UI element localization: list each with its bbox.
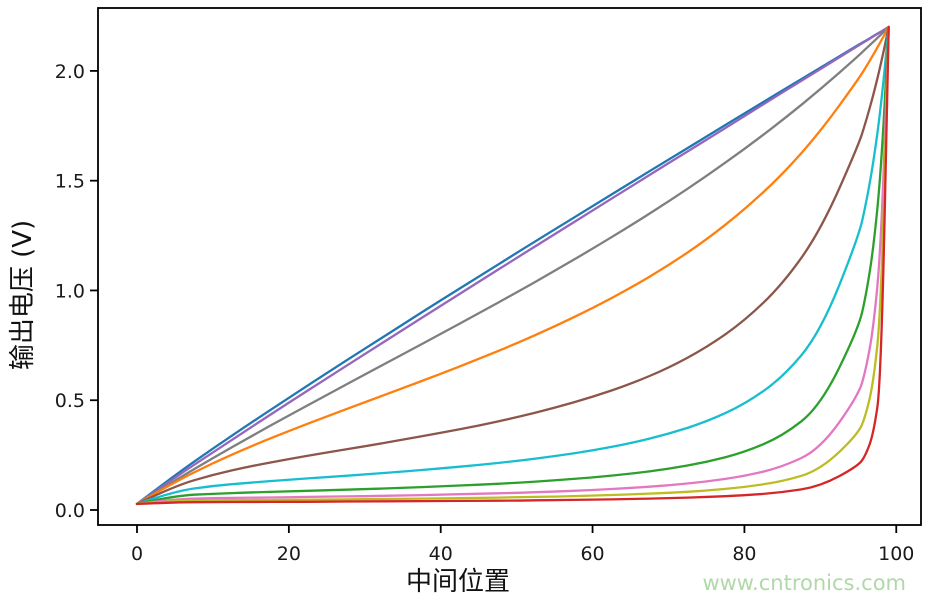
plot-area: 0 20 40 60 80 100 0.0 0.5 1.0 1.5 2.0 xyxy=(55,7,922,565)
y-tick-label: 2.0 xyxy=(55,61,85,83)
series-line-curve-cyan xyxy=(135,25,890,506)
series-line-curve-red xyxy=(135,25,890,506)
series-line-curve-olive xyxy=(135,25,890,506)
y-tick-label: 0.5 xyxy=(55,390,85,412)
series-line-curve-green xyxy=(135,25,890,506)
series-line-curve-orange xyxy=(135,25,890,506)
y-axis-label: 输出电压 (V) xyxy=(8,220,38,370)
x-tick-label: 80 xyxy=(732,543,756,565)
x-tick-label: 0 xyxy=(131,543,143,565)
y-tick-label: 1.5 xyxy=(55,171,85,193)
watermark: www.cntronics.com xyxy=(702,571,906,595)
series-line-curve-gray xyxy=(135,25,890,506)
x-axis-label: 中间位置 xyxy=(406,567,510,597)
x-tick-label: 40 xyxy=(429,543,453,565)
y-tick-label: 0.0 xyxy=(55,500,85,522)
x-tick-label: 20 xyxy=(277,543,301,565)
x-tick-label: 60 xyxy=(580,543,604,565)
series-line-curve-blue xyxy=(135,25,890,506)
series-line-curve-brown xyxy=(135,25,890,506)
series-line-curve-purple xyxy=(135,25,890,506)
plot-border xyxy=(97,7,922,526)
y-tick-label: 1.0 xyxy=(55,280,85,302)
series-line-curve-pink xyxy=(135,25,890,506)
x-tick-label: 100 xyxy=(878,543,914,565)
